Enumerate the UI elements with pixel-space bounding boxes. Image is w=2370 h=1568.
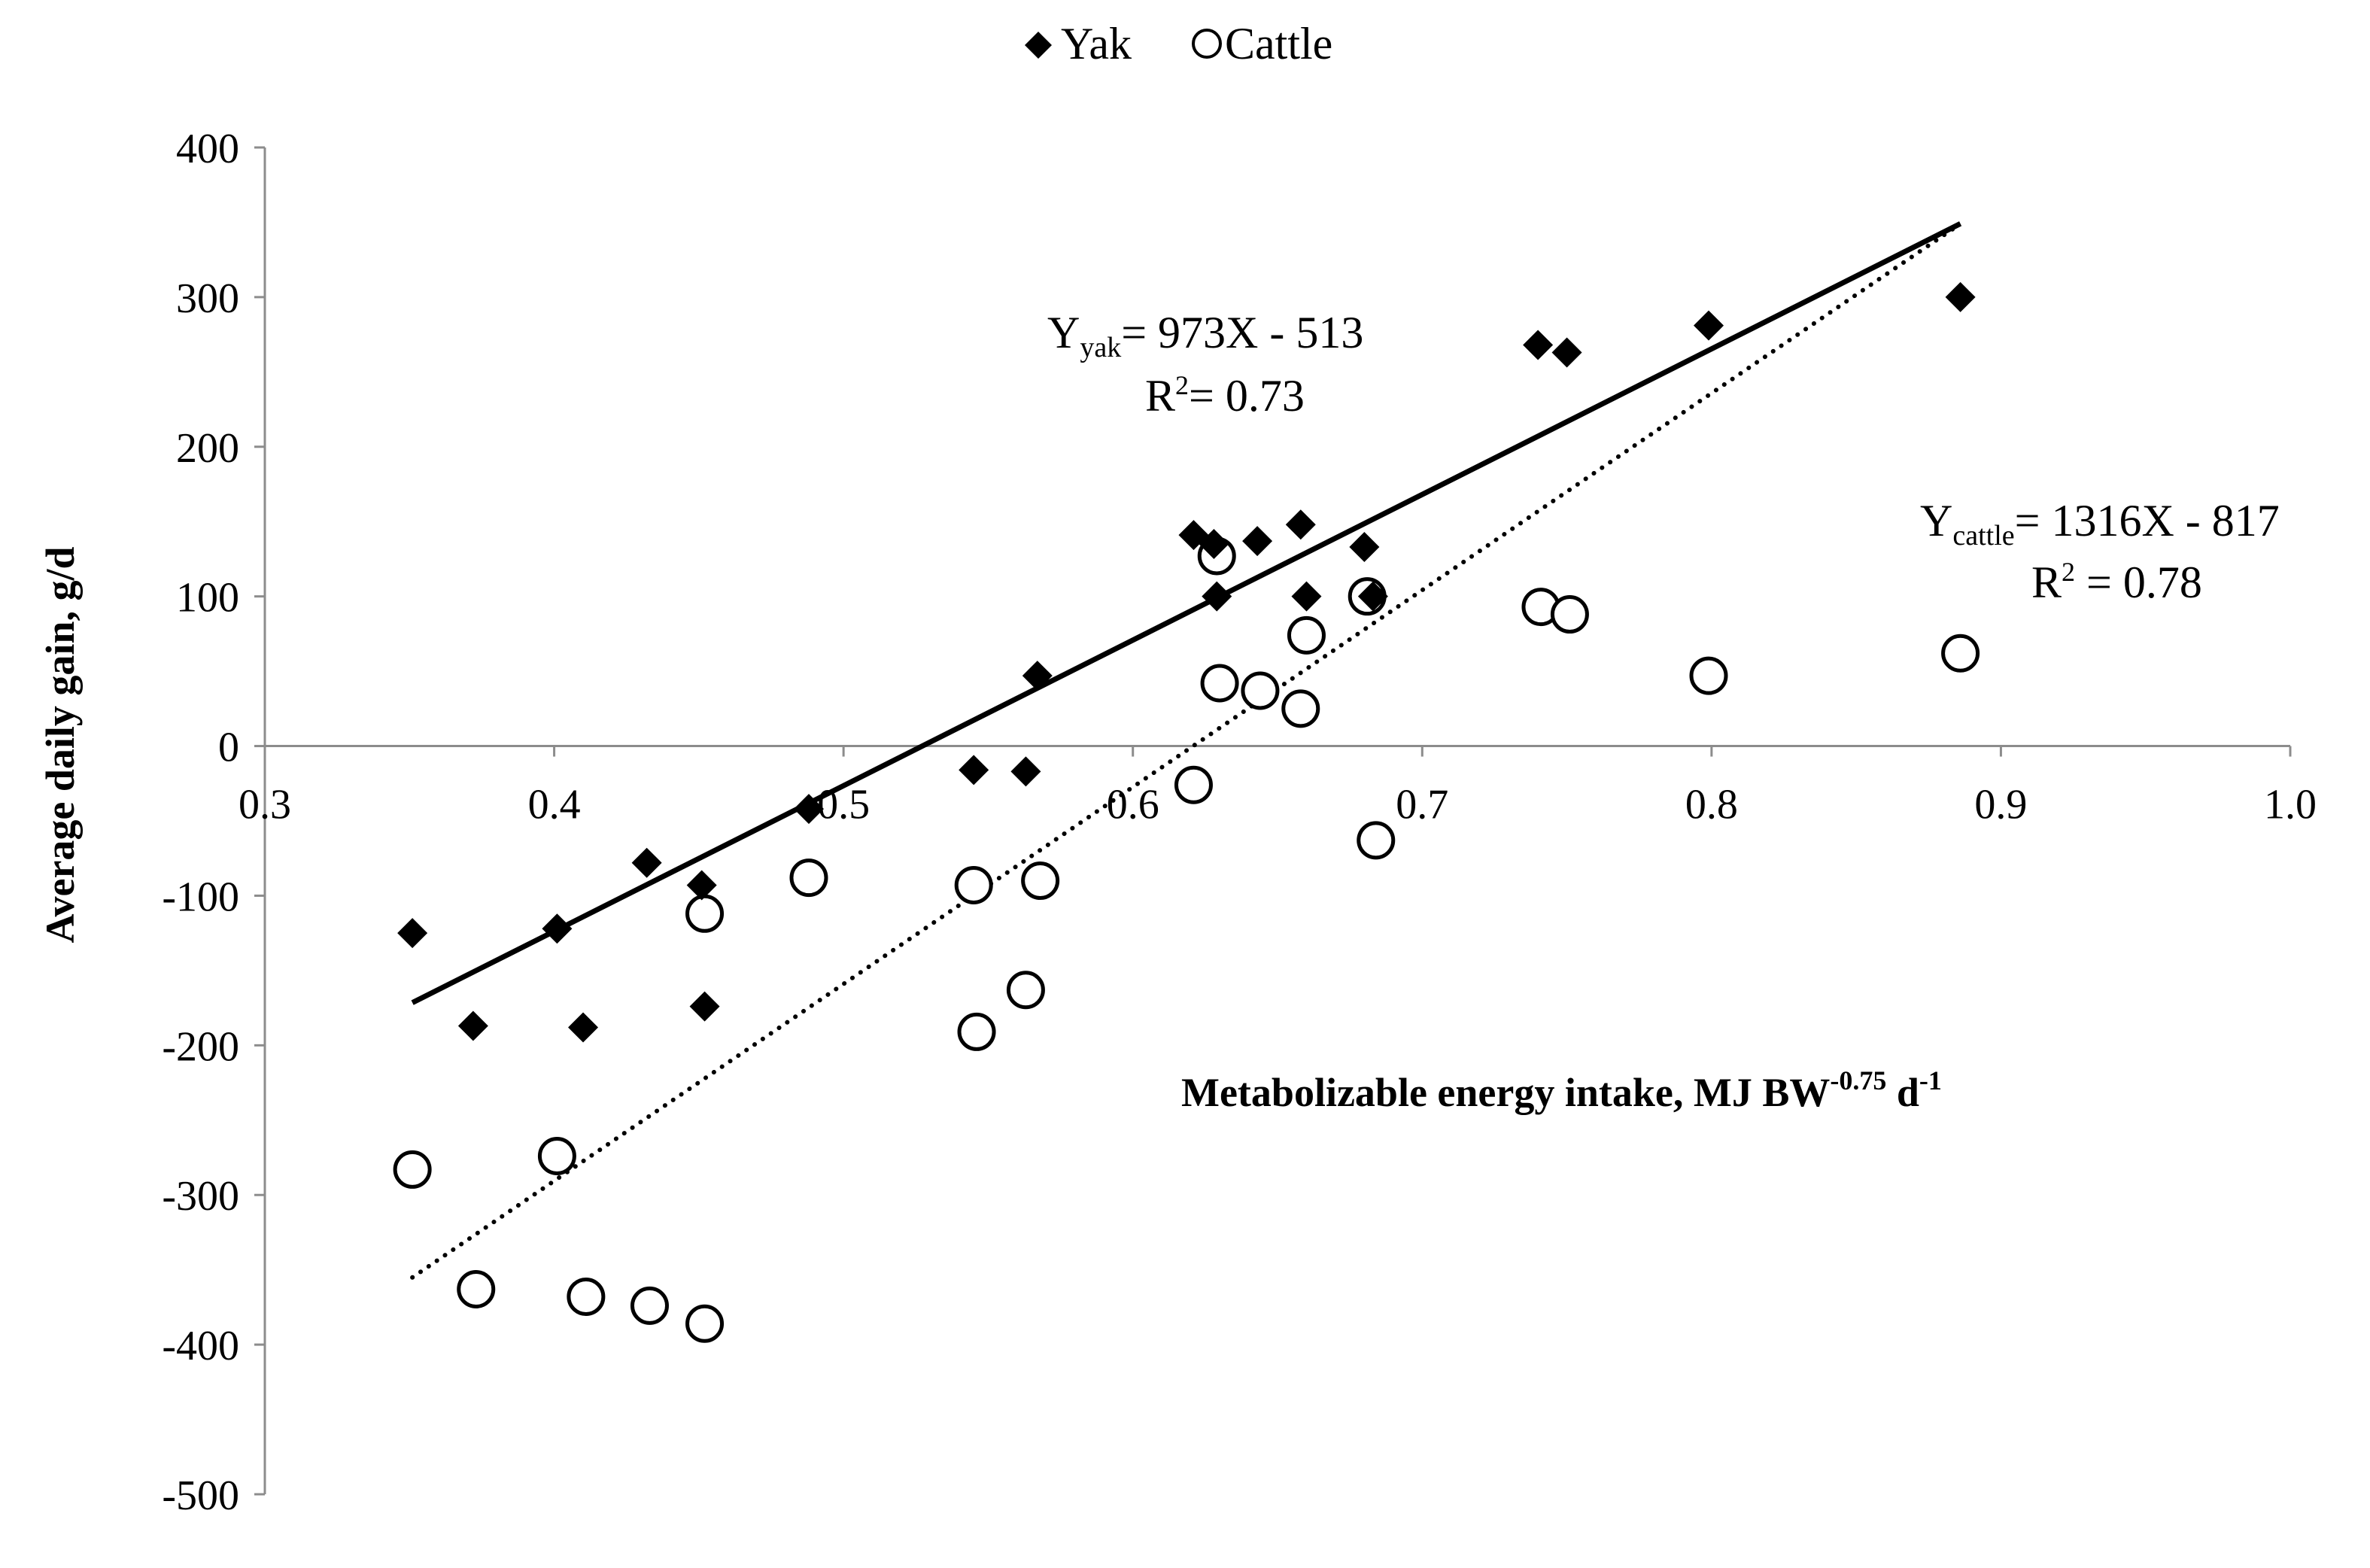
cattle-point xyxy=(685,1304,725,1343)
trendlines xyxy=(410,221,1963,1280)
y-tick-label: -200 xyxy=(162,1023,239,1070)
cattle-point xyxy=(393,1150,432,1189)
x-tick-label: 0.9 xyxy=(1974,782,2027,828)
yak-r2-value: = 0.73 xyxy=(1189,371,1305,421)
cattle-point xyxy=(1174,765,1213,804)
yak-point xyxy=(631,847,662,878)
legend-cattle-marker xyxy=(1192,29,1222,59)
y-tick-label: -500 xyxy=(162,1472,239,1519)
x-title-exp-bw: -0.75 xyxy=(1830,1065,1886,1095)
cattle-point xyxy=(1357,821,1396,860)
cattle-r2: R2 = 0.78 xyxy=(2031,557,2202,607)
x-tick-label: 0.4 xyxy=(528,782,581,828)
y-tick-label: 0 xyxy=(218,725,239,771)
cattle-point xyxy=(685,894,725,933)
cattle-point xyxy=(1241,671,1280,710)
x-title-d: d xyxy=(1886,1070,1919,1115)
yak-r2-label: R xyxy=(1145,371,1175,421)
x-tick-label: 1.0 xyxy=(2264,782,2317,828)
tick-labels: 400 300 200 100 0 -100 -200 -300 -400 -500 0.3 0.4 0… xyxy=(162,126,2317,1519)
yak-r2-sup: 2 xyxy=(1175,370,1189,400)
yak-point xyxy=(568,1012,599,1043)
yak-point xyxy=(1694,310,1724,341)
legend-cattle-label: Cattle xyxy=(1225,19,1332,68)
cattle-r2-value: = 0.78 xyxy=(2075,558,2202,607)
yak-point xyxy=(542,913,573,944)
cattle-r2-sup: 2 xyxy=(2062,557,2075,587)
yak-point xyxy=(1945,281,1976,312)
legend-yak-marker xyxy=(1025,32,1052,59)
x-tick-label: 0.6 xyxy=(1107,782,1159,828)
cattle-point xyxy=(567,1277,606,1316)
legend: Yak Cattle xyxy=(1025,19,1332,68)
yak-point xyxy=(457,1010,488,1041)
x-tick-label: 0.3 xyxy=(239,782,291,828)
cattle-r2-label: R xyxy=(2031,558,2062,607)
cattle-eq-sub: cattle xyxy=(1952,520,2014,552)
yak-point xyxy=(1551,337,1582,368)
yak-eq-rhs: = 973X - 513 xyxy=(1121,308,1363,357)
cattle-point xyxy=(957,1012,996,1051)
data-points xyxy=(393,281,1980,1343)
yak-r2: R2= 0.73 xyxy=(1145,370,1305,421)
yak-point xyxy=(793,794,824,825)
yak-point xyxy=(1349,532,1380,563)
x-axis-title: Metabolizable energy intake, MJ BW-0.75 … xyxy=(1181,1065,1942,1115)
cattle-point xyxy=(1281,689,1320,728)
cattle-trendline xyxy=(410,221,1963,1280)
x-tick-label: 0.8 xyxy=(1685,782,1738,828)
yak-point xyxy=(1199,529,1229,560)
axes xyxy=(254,146,2292,1496)
yak-eq-sub: yak xyxy=(1080,332,1121,363)
y-tick-label: 300 xyxy=(176,275,239,322)
cattle-point xyxy=(954,866,993,905)
cattle-point xyxy=(1689,656,1728,695)
yak-trendline xyxy=(411,221,1962,1005)
yak-point xyxy=(397,918,428,949)
cattle-point xyxy=(537,1137,576,1176)
yak-point xyxy=(1010,756,1041,787)
cattle-point xyxy=(1550,595,1589,634)
yak-eq-var: Y xyxy=(1047,308,1080,357)
y-tick-label: -100 xyxy=(162,874,239,920)
yak-point xyxy=(686,870,717,901)
yak-point xyxy=(959,755,989,786)
cattle-point xyxy=(1021,861,1060,901)
y-tick-label: -400 xyxy=(162,1323,239,1369)
legend-yak-label: Yak xyxy=(1061,19,1132,68)
cattle-point xyxy=(630,1286,669,1325)
yak-point xyxy=(1357,581,1388,612)
x-title-main: Metabolizable energy intake, MJ BW xyxy=(1181,1070,1830,1115)
cattle-point xyxy=(1200,664,1239,703)
yak-point xyxy=(1523,330,1554,360)
yak-equation: Yyak= 973X - 513 xyxy=(1047,308,1363,363)
x-title-exp-d: -1 xyxy=(1919,1065,1942,1095)
cattle-point xyxy=(1006,971,1045,1010)
yak-point xyxy=(1242,526,1273,557)
cattle-equation: Ycattle= 1316X - 817 xyxy=(1920,496,2280,552)
cattle-point xyxy=(1941,634,1980,673)
yak-point xyxy=(1285,509,1316,540)
x-tick-label: 0.7 xyxy=(1396,782,1448,828)
y-tick-label: 100 xyxy=(176,575,239,621)
yak-point xyxy=(1291,581,1322,612)
y-tick-label: 400 xyxy=(176,126,239,172)
yak-point xyxy=(689,991,720,1022)
yak-point xyxy=(1202,581,1232,612)
cattle-point xyxy=(457,1270,496,1309)
cattle-eq-var: Y xyxy=(1920,496,1952,545)
cattle-point xyxy=(789,858,828,898)
y-axis-title: Average daily gain, g/d xyxy=(38,546,83,943)
cattle-eq-rhs: = 1316X - 817 xyxy=(2015,496,2280,545)
x-tick-label: 0.5 xyxy=(817,782,870,828)
cattle-point xyxy=(1287,615,1326,655)
y-tick-label: 200 xyxy=(176,425,239,472)
yak-point xyxy=(1022,661,1053,691)
y-tick-label: -300 xyxy=(162,1173,239,1220)
